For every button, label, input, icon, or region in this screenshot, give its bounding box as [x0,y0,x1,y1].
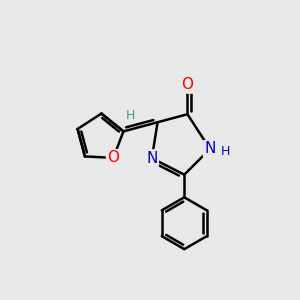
Text: H: H [221,145,230,158]
Text: O: O [182,77,194,92]
Text: O: O [107,150,119,165]
Text: N: N [204,141,216,156]
Text: H: H [126,109,136,122]
Text: N: N [146,151,158,166]
